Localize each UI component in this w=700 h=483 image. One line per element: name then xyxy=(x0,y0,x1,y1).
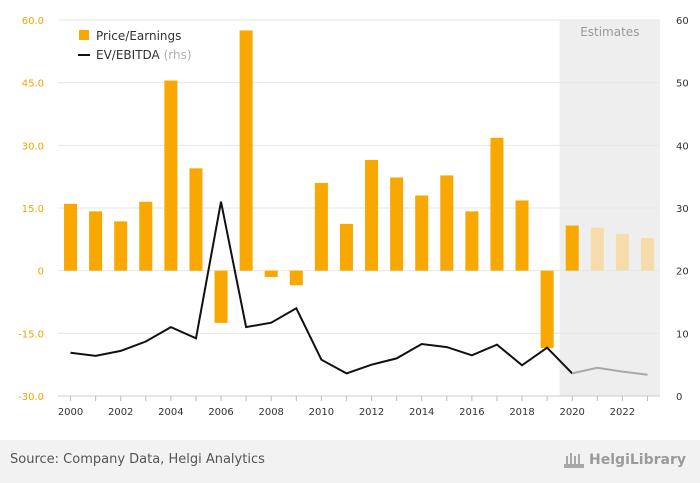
y-right-tick-label: 0 xyxy=(676,392,682,403)
estimates-label: Estimates xyxy=(580,25,639,39)
y-left-tick-label: -30.0 xyxy=(18,392,44,403)
bar xyxy=(89,211,103,271)
bar xyxy=(590,227,604,271)
bar xyxy=(640,238,654,271)
bar xyxy=(515,200,529,271)
x-tick-label: 2014 xyxy=(409,407,434,418)
x-tick-label: 2000 xyxy=(58,407,83,418)
bar xyxy=(390,177,404,271)
legend-ev-ebitda-name: EV/EBITDA xyxy=(96,48,161,62)
bar xyxy=(540,270,554,348)
y-left-tick-label: 15.0 xyxy=(22,204,44,215)
x-tick-label: 2002 xyxy=(108,407,133,418)
bar xyxy=(490,137,504,271)
bar xyxy=(339,223,353,271)
y-axis-right: 0 10 20 30 40 50 60 xyxy=(676,16,689,403)
bar xyxy=(415,195,429,271)
y-right-tick-label: 20 xyxy=(676,267,689,278)
bar xyxy=(214,270,228,323)
y-right-tick-label: 10 xyxy=(676,329,689,340)
bar xyxy=(365,159,379,271)
legend-rhs-suffix: (rhs) xyxy=(164,48,192,62)
x-tick-label: 2016 xyxy=(459,407,484,418)
bar-series-price-earnings xyxy=(64,30,654,348)
line-actual xyxy=(70,201,573,375)
bar xyxy=(314,182,328,271)
x-tick-label: 2006 xyxy=(208,407,233,418)
y-axis-left: -30.0 -15.0 0 15.0 30.0 45.0 60.0 xyxy=(18,16,44,403)
x-tick-label: 2022 xyxy=(610,407,635,418)
y-left-tick-label: 0 xyxy=(38,267,44,278)
y-left-tick-label: 60.0 xyxy=(22,16,44,27)
line-estimate xyxy=(571,366,648,376)
x-tick-label: 2010 xyxy=(309,407,334,418)
legend: Price/Earnings EV/EBITDA (rhs) xyxy=(78,29,192,62)
bar xyxy=(139,201,153,271)
brand-logo: HelgiLibrary xyxy=(563,450,686,470)
bar xyxy=(264,270,278,277)
x-tick-label: 2004 xyxy=(158,407,183,418)
bar xyxy=(289,270,303,286)
x-tick-label: 2018 xyxy=(509,407,534,418)
bar xyxy=(239,30,253,271)
legend-swatch-price-earnings xyxy=(79,30,89,40)
bar xyxy=(164,80,178,271)
bar xyxy=(64,203,78,271)
bar xyxy=(615,233,629,271)
bar xyxy=(565,225,579,271)
y-right-tick-label: 60 xyxy=(676,16,689,27)
bar xyxy=(114,221,128,271)
y-right-tick-label: 50 xyxy=(676,79,689,90)
x-axis: 2000 2002 2004 2006 2008 2010 2012 2014 2016 2018… xyxy=(58,395,660,418)
library-icon xyxy=(564,453,585,468)
x-tick-label: 2008 xyxy=(258,407,283,418)
y-left-tick-label: -15.0 xyxy=(18,329,44,340)
bar xyxy=(440,175,454,271)
y-right-tick-label: 40 xyxy=(676,141,689,152)
y-left-tick-label: 30.0 xyxy=(22,141,44,152)
y-right-tick-label: 30 xyxy=(676,204,689,215)
legend-label-price-earnings: Price/Earnings xyxy=(96,29,181,43)
line-series-ev-ebitda xyxy=(70,201,648,376)
y-left-tick-label: 45.0 xyxy=(22,79,44,90)
brand-name: HelgiLibrary xyxy=(589,452,686,468)
source-text: Source: Company Data, Helgi Analytics xyxy=(10,452,265,467)
chart: -30.0 -15.0 0 15.0 30.0 45.0 60.0 0 10 20 30 40 50 6… xyxy=(18,16,689,418)
bar xyxy=(189,168,203,271)
footer: Source: Company Data, Helgi Analytics He… xyxy=(0,440,700,483)
x-tick-label: 2020 xyxy=(559,407,584,418)
bar xyxy=(465,211,479,271)
legend-label-ev-ebitda: EV/EBITDA (rhs) xyxy=(96,48,192,62)
x-tick-label: 2012 xyxy=(359,407,384,418)
